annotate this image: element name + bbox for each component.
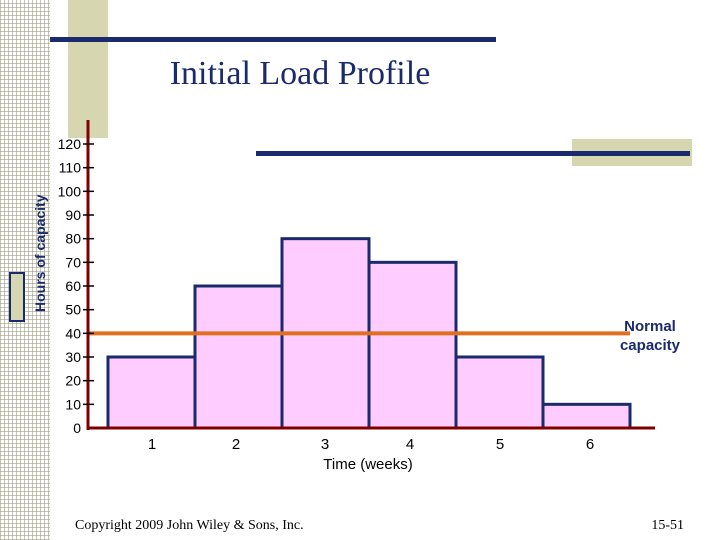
y-tick-label-70: 70 [65, 254, 81, 270]
bar-week-5 [454, 355, 545, 430]
y-tick-label-30: 30 [65, 349, 81, 365]
normal-capacity-label: Normal capacity [619, 318, 681, 354]
y-tick-label-20: 20 [65, 373, 81, 389]
y-tick-label-90: 90 [65, 207, 81, 223]
y-tick-label-40: 40 [65, 325, 81, 341]
axes-layer [86, 120, 655, 430]
decorative-stripe-pattern [0, 0, 50, 540]
x-tick-label-1: 1 [148, 436, 156, 453]
bar-week-6 [541, 402, 632, 430]
bar-week-4 [367, 260, 458, 430]
x-tick-label-5: 5 [496, 436, 504, 453]
y-tick-label-100: 100 [58, 183, 82, 199]
x-tick-label-4: 4 [406, 436, 414, 453]
y-tick-label-50: 50 [65, 302, 81, 318]
x-tick-label-6: 6 [586, 436, 594, 453]
decorative-bar-right [256, 151, 690, 156]
y-tick-label-110: 110 [59, 160, 82, 176]
x-tick-label-3: 3 [321, 436, 329, 453]
decorative-bar-top [50, 37, 496, 42]
x-ticks-layer: 1 2 3 4 5 6 [148, 436, 594, 453]
decorative-block-top [68, 0, 108, 138]
x-tick-label-2: 2 [232, 436, 240, 453]
y-tick-label-0: 0 [73, 420, 81, 436]
copyright-text: Copyright 2009 John Wiley & Sons, Inc. [75, 518, 304, 533]
chart-title: Initial Load Profile [169, 55, 431, 92]
y-tick-label-120: 120 [58, 136, 82, 152]
y-tick-label-60: 60 [65, 278, 81, 294]
bar-week-1 [106, 355, 197, 430]
bar-week-2 [193, 284, 284, 430]
slide-number: 15-51 [651, 518, 684, 533]
y-ticks-layer: 0 10 20 30 40 50 60 70 80 90 100 110 120 [58, 136, 94, 436]
y-tick-label-10: 10 [65, 396, 81, 412]
x-axis-label: Time (weeks) [323, 456, 413, 473]
ylabel-bracket [9, 272, 25, 322]
y-tick-label-80: 80 [65, 231, 81, 247]
